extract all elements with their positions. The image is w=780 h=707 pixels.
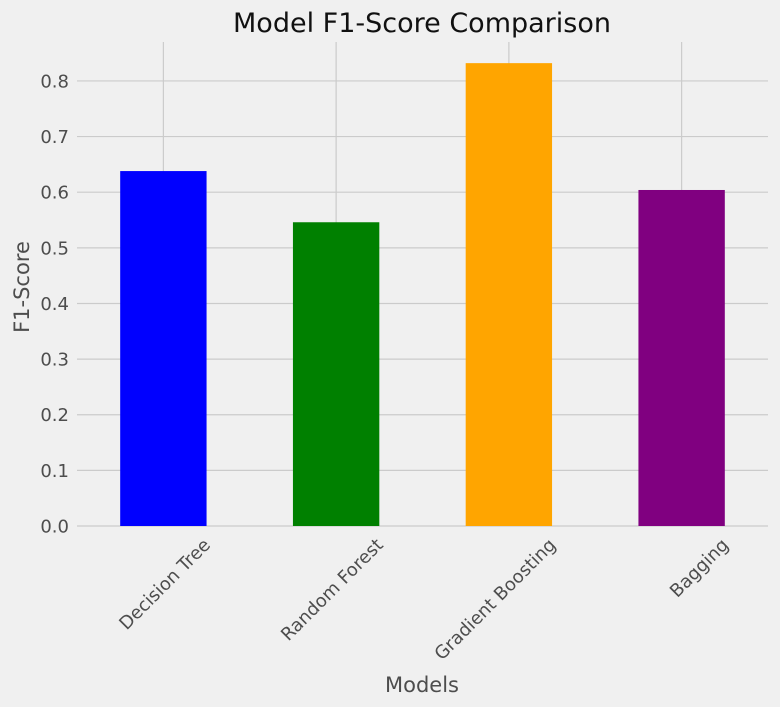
- bar-random-forest: [292, 222, 380, 526]
- bar-gradient-boosting: [465, 63, 553, 526]
- y-tick-label: 0.1: [40, 461, 69, 482]
- y-tick-label: 0.7: [40, 127, 69, 148]
- y-tick-label: 0.6: [40, 183, 69, 204]
- y-axis-ticks: 0.0 0.1 0.2 0.3 0.4 0.5 0.6 0.7 0.8: [40, 71, 69, 537]
- y-tick-label: 0.2: [40, 405, 69, 426]
- bar-decision-tree: [120, 171, 207, 527]
- y-tick-label: 0.4: [40, 294, 69, 315]
- y-tick-label: 0.0: [40, 517, 69, 538]
- bars: [120, 63, 725, 527]
- bar-bagging: [638, 189, 725, 526]
- x-tick-label: Random Forest: [277, 535, 388, 646]
- x-tick-label: Bagging: [666, 535, 733, 602]
- y-tick-label: 0.5: [40, 238, 69, 259]
- chart-title: Model F1-Score Comparison: [233, 8, 611, 39]
- y-axis-label: F1-Score: [10, 241, 34, 333]
- x-tick-label: Gradient Boosting: [431, 535, 561, 665]
- x-tick-label: Decision Tree: [115, 535, 215, 635]
- x-axis-ticks: Decision Tree Random Forest Gradient Boost…: [115, 535, 733, 665]
- y-tick-label: 0.8: [40, 71, 69, 92]
- x-axis-label: Models: [385, 673, 459, 697]
- y-tick-label: 0.3: [40, 350, 69, 371]
